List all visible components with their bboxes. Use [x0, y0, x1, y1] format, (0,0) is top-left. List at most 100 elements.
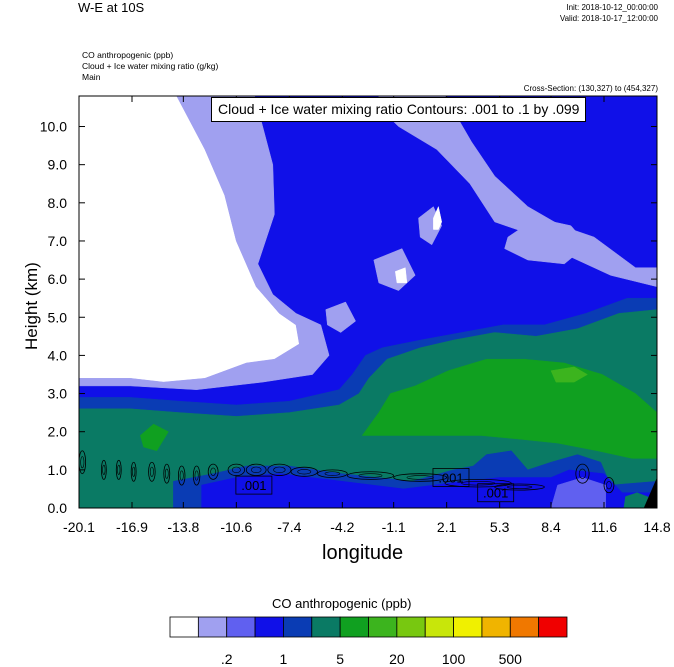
contour-label: .001 — [483, 486, 508, 501]
cloud-ice-contour-17 — [494, 483, 545, 491]
colorbar-label: 20 — [389, 651, 405, 667]
cloud-ice-contour-inner-15 — [406, 475, 434, 480]
cloud-ice-contour-inner-11 — [273, 466, 286, 474]
cloud-ice-contour-inner-1 — [102, 464, 106, 475]
cloud-ice-contour-inner-13 — [324, 471, 341, 476]
plot-title: W-E at 10S — [78, 0, 145, 15]
colorbar-swatch-11 — [481, 616, 511, 638]
x-tick-label: 5.3 — [490, 519, 510, 535]
cloud-ice-contour-inner-14 — [358, 473, 383, 478]
cross-section-label: Cross-Section: (130,327) to (454,327) — [523, 84, 658, 93]
contour-label: .001 — [438, 470, 463, 485]
cloud-ice-contour-inner-2 — [117, 464, 121, 475]
cloud-ice-contour-18 — [575, 463, 590, 484]
domain-name: Main — [82, 72, 101, 82]
y-tick-label: 2.0 — [48, 424, 68, 440]
cloud-ice-contour-12 — [290, 466, 318, 477]
colorbar-label: 1 — [280, 651, 288, 667]
colorbar-swatch-4 — [283, 616, 313, 638]
cloud-ice-contour-4 — [148, 461, 156, 482]
cloud-ice-contour-9 — [227, 463, 246, 476]
cloud-ice-contour-3 — [130, 461, 137, 482]
co-region-level-0 — [433, 205, 442, 230]
contour-label-box — [432, 468, 470, 487]
x-tick-label: -7.4 — [277, 519, 301, 535]
co-region-level-1 — [378, 96, 657, 287]
contour-info-box: Cloud + Ice water mixing ratio Contours:… — [211, 97, 587, 122]
cloud-ice-contour-19 — [603, 477, 615, 494]
colorbar-swatch-8 — [396, 616, 426, 638]
colorbar-swatch-0 — [169, 616, 199, 638]
cloud-ice-contour-7 — [192, 465, 201, 486]
terrain-corner — [643, 477, 657, 508]
x-tick-label: -4.2 — [330, 519, 354, 535]
cloud-ice-contour-11 — [267, 463, 292, 476]
y-tick-label: 10.0 — [40, 119, 67, 135]
co-region-level-7 — [550, 366, 588, 383]
cloud-ice-contours — [78, 450, 615, 494]
cloud-ice-contour-6 — [177, 465, 186, 486]
x-tick-label: 11.6 — [591, 519, 617, 535]
x-tick-label: 8.4 — [541, 519, 561, 535]
plot-frame — [78, 95, 658, 509]
cloud-ice-contour-inner-8 — [210, 467, 216, 476]
cloud-ice-contour-14 — [346, 471, 395, 480]
cloud-ice-contour-15 — [393, 473, 448, 482]
cloud-ice-contour-10 — [245, 463, 267, 476]
y-tick-label: 3.0 — [48, 386, 68, 402]
y-tick-label: 0.0 — [48, 500, 68, 516]
cloud-ice-contour-inner-17 — [506, 485, 533, 489]
co-region-level-6 — [361, 358, 657, 459]
cloud-ice-contour-2 — [115, 459, 122, 480]
x-tick-label: -20.1 — [63, 519, 95, 535]
colorbar-label: 500 — [499, 651, 523, 667]
co-shaded-field — [79, 96, 657, 508]
colorbar-swatch-6 — [339, 616, 369, 638]
cloud-ice-contour-8 — [207, 463, 219, 480]
x-tick-label: 2.1 — [437, 519, 457, 535]
contour-label-box — [477, 483, 515, 503]
field-name-cloud-ice: Cloud + Ice water mixing ratio (g/kg) — [82, 61, 219, 71]
y-tick-label: 9.0 — [48, 157, 68, 173]
cloud-ice-contour-16 — [444, 478, 512, 488]
x-tick-label: -10.6 — [220, 519, 252, 535]
colorbar-swatch-5 — [311, 616, 341, 638]
cloud-ice-contour-1 — [100, 459, 107, 480]
contour-label-box — [235, 475, 273, 495]
colorbar-swatch-12 — [509, 616, 540, 638]
co-region-level-1 — [504, 217, 588, 265]
colorbar-swatch-3 — [254, 616, 284, 638]
contour-labels-group: .001 .001 .001 — [235, 468, 515, 503]
cloud-ice-contour-inner-6 — [179, 470, 184, 481]
cloud-ice-contour-13 — [317, 469, 348, 478]
co-region-level-0 — [395, 267, 408, 284]
colorbar-swatch-1 — [197, 616, 228, 638]
y-tick-label: 5.0 — [48, 309, 68, 325]
y-tick-label: 1.0 — [48, 462, 68, 478]
y-tick-label: 6.0 — [48, 271, 68, 287]
y-tick-label: 4.0 — [48, 347, 68, 363]
y-tick-label: 8.0 — [48, 195, 68, 211]
cloud-ice-contour-inner-7 — [194, 470, 199, 481]
cloud-ice-contour-inner-12 — [297, 469, 312, 475]
init-time: Init: 2018-10-12_00:00:00 — [566, 3, 658, 12]
co-region-level-2 — [550, 477, 606, 508]
cloud-ice-contour-inner-9 — [231, 466, 241, 474]
cloud-ice-contour-inner-5 — [164, 468, 169, 479]
x-tick-label: 14.8 — [643, 519, 670, 535]
colorbar-swatch-7 — [368, 616, 398, 638]
co-region-level-1 — [79, 96, 330, 390]
cloud-ice-contour-inner-4 — [149, 466, 154, 477]
cloud-ice-contour-5 — [163, 463, 171, 484]
colorbar-swatch-9 — [424, 616, 454, 638]
valid-time: Valid: 2018-10-17_12:00:00 — [559, 14, 658, 23]
x-tick-label: -13.8 — [167, 519, 199, 535]
colorbar-swatch-10 — [453, 616, 483, 638]
colorbar-swatch-2 — [226, 616, 256, 638]
y-axis-label: Height (km) — [22, 262, 41, 350]
x-tick-label: -1.1 — [382, 519, 406, 535]
colorbar-label: .2 — [221, 651, 233, 667]
y-tick-label: 7.0 — [48, 233, 68, 249]
co-region-level-6 — [140, 423, 169, 452]
